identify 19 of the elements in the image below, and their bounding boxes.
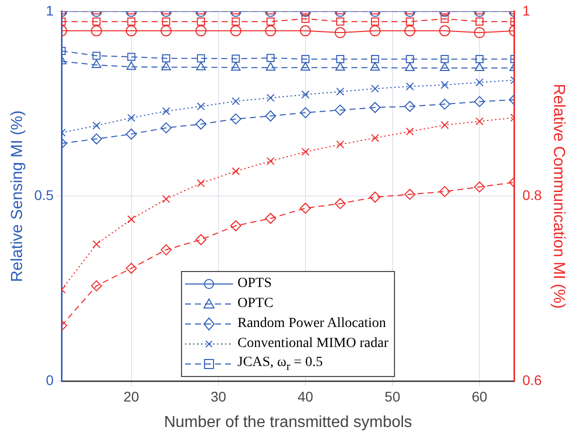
legend-label: OPTC (238, 296, 274, 312)
y-axis-title: Relative Sensing MI (%) (9, 110, 26, 282)
y-tick-label: 0 (46, 372, 54, 388)
legend-label: Conventional MIMO radar (238, 336, 388, 352)
y2-tick-label: 0.6 (522, 372, 542, 388)
y-tick-label: 0.5 (34, 187, 54, 204)
x-tick-label: 30 (210, 388, 226, 404)
x-tick-label: 40 (298, 388, 314, 404)
y-tick-label: 1 (46, 2, 54, 18)
legend-label: Random Power Allocation (238, 316, 386, 332)
x-tick-label: 20 (124, 388, 140, 404)
x-tick-label: 60 (472, 388, 488, 404)
y2-tick-label: 0.8 (522, 187, 542, 204)
x-axis-title: Number of the transmitted symbols (164, 414, 412, 431)
y2-axis-title: Relative Communication MI (%) (550, 84, 567, 309)
legend-label: JCAS, ω$_{r}$ = 0.5 (238, 355, 323, 373)
legend-label: OPTS (238, 276, 272, 292)
y2-tick-label: 1 (522, 2, 530, 18)
x-tick-label: 50 (384, 388, 400, 404)
